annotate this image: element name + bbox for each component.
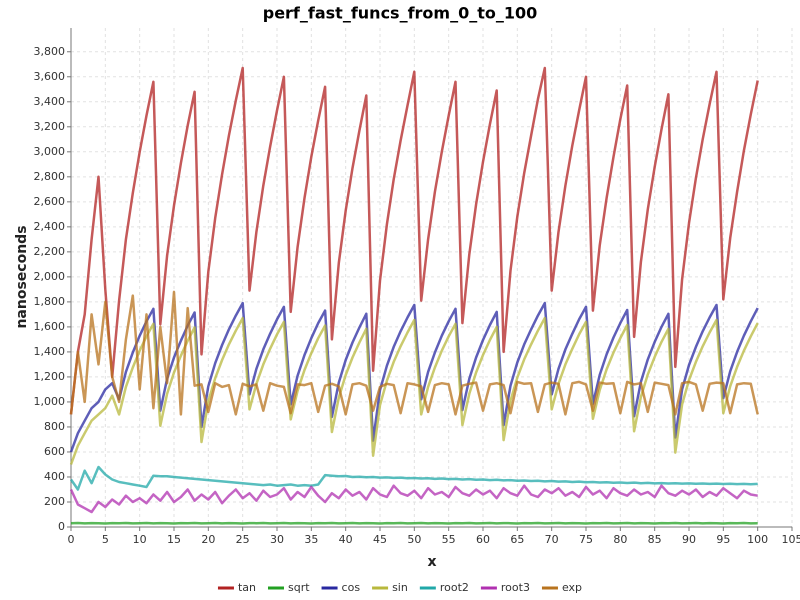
legend-label: sin (392, 581, 408, 594)
y-tick-label: 2,200 (34, 245, 66, 258)
x-tick-label: 0 (68, 533, 75, 546)
x-tick-label: 45 (373, 533, 387, 546)
x-tick-label: 30 (270, 533, 284, 546)
y-tick-label: 1,000 (34, 395, 66, 408)
x-tick-label: 10 (133, 533, 147, 546)
x-tick-label: 15 (167, 533, 181, 546)
legend: tan sqrt cos sin root2 root3 exp (217, 581, 582, 594)
x-tick-label: 60 (476, 533, 490, 546)
series-line (70, 521, 758, 525)
y-tick-label: 3,200 (34, 120, 66, 133)
y-tick-label: 400 (44, 470, 65, 483)
y-tick-label: 2,400 (34, 220, 66, 233)
x-tick-label: 70 (545, 533, 559, 546)
legend-label: root3 (501, 581, 530, 594)
x-tick-label: 55 (442, 533, 456, 546)
x-tick-label: 105 (782, 533, 800, 546)
legend-label: root2 (440, 581, 469, 594)
x-tick-label: 25 (236, 533, 250, 546)
y-tick-label: 600 (44, 445, 65, 458)
x-tick-label: 40 (339, 533, 353, 546)
x-tick-label: 80 (613, 533, 627, 546)
x-tick-label: 95 (716, 533, 730, 546)
y-tick-label: 200 (44, 495, 65, 508)
y-tick-label: 1,600 (34, 320, 66, 333)
x-tick-label: 90 (682, 533, 696, 546)
series-line (69, 484, 758, 514)
y-tick-label: 2,600 (34, 195, 66, 208)
x-tick-label: 20 (201, 533, 215, 546)
x-tick-label: 65 (510, 533, 524, 546)
y-tick-label: 1,800 (34, 295, 66, 308)
x-axis-label: x (427, 554, 436, 570)
y-tick-label: 1,400 (34, 345, 66, 358)
y-tick-label: 1,200 (34, 370, 66, 383)
y-tick-label: 2,800 (34, 170, 66, 183)
y-axis-label: nanoseconds (14, 225, 30, 328)
y-tick-label: 3,000 (34, 145, 66, 158)
x-tick-label: 85 (648, 533, 662, 546)
series-line (69, 66, 759, 415)
y-tick-label: 3,600 (34, 70, 66, 83)
series-line (69, 290, 759, 416)
y-tick-label: 2,000 (34, 270, 66, 283)
chart-title: perf_fast_funcs_from_0_to_100 (263, 4, 538, 23)
x-tick-label: 100 (747, 533, 768, 546)
y-tick-label: 800 (44, 420, 65, 433)
y-tick-label: 3,800 (34, 45, 66, 58)
x-tick-label: 75 (579, 533, 593, 546)
x-tick-label: 5 (102, 533, 109, 546)
legend-label: tan (238, 581, 256, 594)
legend-label: exp (562, 581, 582, 594)
legend-label: sqrt (288, 581, 310, 594)
x-tick-label: 35 (304, 533, 318, 546)
legend-label: cos (342, 581, 361, 594)
y-tick-label: 0 (58, 520, 65, 533)
x-tick-label: 50 (407, 533, 421, 546)
y-tick-label: 3,400 (34, 95, 66, 108)
series-line (69, 465, 758, 491)
